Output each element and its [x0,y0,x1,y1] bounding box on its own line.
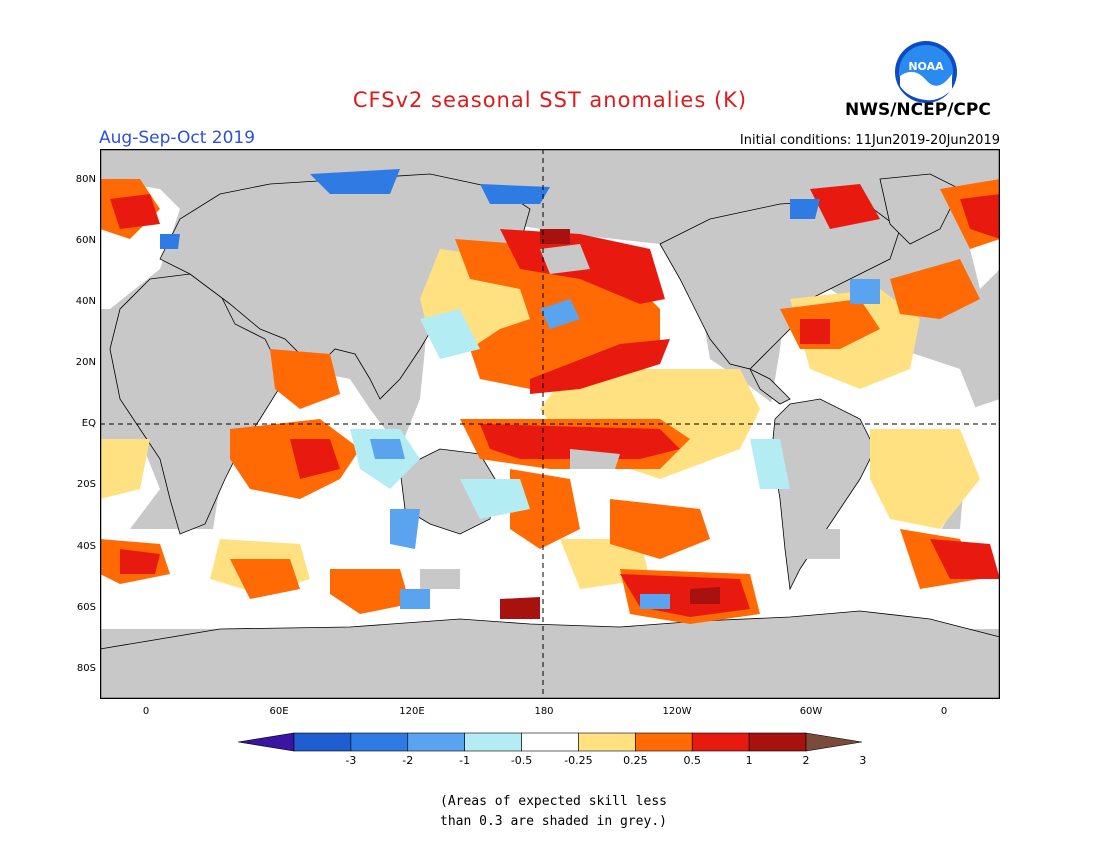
land-layer [100,173,1000,699]
lat-label-80s: 80S [76,663,96,674]
anomaly-layer [100,169,1000,624]
lat-label-eq: EQ [81,418,96,429]
lat-label-60s: 60S [76,602,96,613]
noaa-logo: NOAA [895,41,957,103]
lat-label-40n: 40N [75,296,96,307]
colorbar-arrow-low [238,732,295,752]
colorbar-swatch [748,732,807,752]
colorbar-label: 3 [859,754,867,767]
colorbar-swatch [521,732,579,752]
agency-label: NWS/NCEP/CPC [845,100,991,120]
colorbar-label: 0.25 [623,754,648,767]
lon-label-120w: 120W [662,706,692,717]
map-frame [100,149,1000,699]
colorbar-swatch [578,732,636,752]
colorbar-label: -1 [459,754,471,767]
colorbar-swatch [464,732,522,752]
lat-label-80n: 80N [75,174,96,185]
logo-text: NOAA [908,60,944,73]
colorbar-label: -0.5 [510,754,533,767]
colorbar-label: -2 [402,754,414,767]
colorbar-label: 2 [802,754,810,767]
colorbar-swatch [635,732,693,752]
lon-label-60w: 60W [799,706,823,717]
lon-label-120e: 120E [399,706,425,717]
lon-label-0: 0 [142,706,150,717]
colorbar-swatch [293,732,352,752]
colorbar-swatch [691,732,750,752]
skill-note-line-1: (Areas of expected skill less [440,794,667,809]
colorbar [238,732,862,752]
lon-label-180: 180 [534,706,554,717]
colorbar-label: 1 [745,754,753,767]
colorbar-arrow-high [805,732,862,752]
colorbar-swatch [407,732,465,752]
sst-anomaly-map [100,149,1000,699]
season-label: Aug-Sep-Oct 2019 [99,128,256,148]
initial-conditions-label: Initial conditions: 11Jun2019-20Jun2019 [739,133,1000,148]
colorbar-label: -0.25 [564,754,593,767]
lon-label-60e: 60E [269,706,289,717]
lat-label-60n: 60N [75,235,96,246]
colorbar-label: 0.5 [683,754,701,767]
colorbar-swatch [350,732,409,752]
lat-label-20n: 20N [75,357,96,368]
skill-note-line-2: than 0.3 are shaded in grey.) [440,814,667,829]
lat-label-40s: 40S [76,541,96,552]
lat-label-20s: 20S [76,479,96,490]
lon-label-0-east: 0 [940,706,948,717]
colorbar-label: -3 [345,754,357,767]
map-title: CFSv2 seasonal SST anomalies (K) [352,88,748,112]
skill-note: (Areas of expected skill less than 0.3 a… [440,792,760,832]
